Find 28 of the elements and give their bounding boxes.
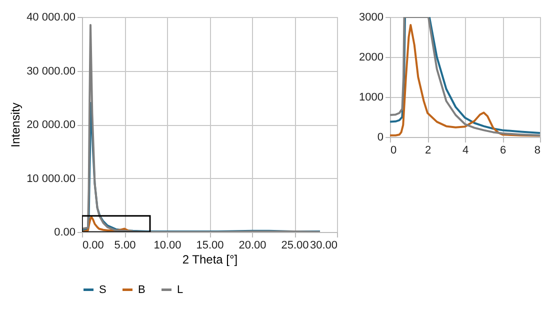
x-axis-title: 2 Theta [°] [182,252,238,266]
y-tick-label: 0.00 [54,226,76,238]
x-tick-label: 8 [534,144,540,156]
y-tick-label: 0 [377,132,384,144]
y-axis-title: Intensity [8,102,23,148]
x-tick-label: 10.00 [154,240,182,252]
x-tick-label: 25.00 [281,240,309,252]
line-series [82,24,321,232]
x-tick-label: 5.00 [114,240,136,252]
x-tick-label: 0 [390,144,397,156]
x-tick-label: 4 [462,144,469,156]
x-tick-label: 15.00 [196,240,224,252]
x-tick-label: 6 [500,144,506,156]
legend-label: B [138,284,146,296]
y-tick-label: 20 000.00 [26,119,76,131]
legend-label: S [99,284,106,296]
y-tick-label: 10 000.00 [26,172,76,185]
x-tick-label: 20.00 [238,240,266,252]
line-series [82,216,134,232]
y-tick-label: 40 000.00 [26,12,76,24]
legend-label: L [177,284,184,296]
y-tick-label: 3000 [359,12,384,24]
x-tick-label: 2 [424,144,432,156]
x-tick-label: 0.00 [82,240,104,252]
y-tick-label: 1000 [359,92,384,104]
y-tick-label: 2000 [359,52,384,64]
y-tick-label: 30 000.00 [26,65,76,78]
x-tick-label: 30.00 [310,240,338,252]
